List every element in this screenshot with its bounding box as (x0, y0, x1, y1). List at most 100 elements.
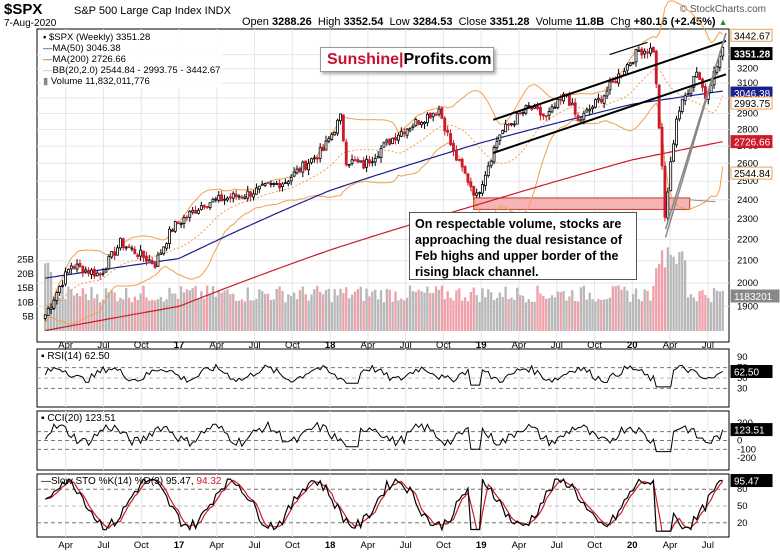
volume-bar (246, 287, 249, 331)
volume-bar (539, 293, 542, 331)
volume-bar (342, 293, 345, 331)
candle-body (269, 183, 273, 185)
volume-bar (623, 286, 626, 331)
volume-bar (156, 299, 160, 331)
volume-bar (272, 299, 275, 331)
volume-bar (93, 298, 96, 331)
volume-bar (574, 301, 577, 331)
volume-tick-label: 15B (17, 283, 34, 294)
candle-body (289, 176, 293, 182)
candle-body (202, 204, 206, 208)
quote-line: Open 3288.26 High 3352.54 Low 3284.53 Cl… (242, 16, 728, 28)
candle-body (249, 191, 253, 197)
volume-bar (469, 291, 473, 331)
annotation-line-1: On respectable volume, stocks are (415, 217, 622, 231)
volume-bar (275, 288, 278, 331)
volume-bar (385, 288, 388, 331)
volume-bar (292, 292, 296, 331)
candle-body (92, 268, 96, 277)
volume-bar (307, 300, 310, 331)
price-tick-label: 3100 (737, 78, 758, 89)
volume-bar (434, 286, 438, 331)
candle-body (611, 80, 615, 83)
sto-tick-label: 50 (737, 501, 748, 512)
volume-bar (324, 290, 328, 331)
candle-body (698, 72, 702, 80)
candle-body (179, 223, 183, 225)
x-tick-label: Jul (400, 340, 412, 351)
price-tick-label: 2200 (737, 234, 758, 245)
volume-bar (640, 301, 643, 331)
volume-bar (362, 300, 365, 331)
volume-bar (646, 291, 649, 331)
candle-body (156, 254, 160, 267)
candle-body (139, 249, 143, 257)
candle-body (541, 113, 545, 117)
volume-bar (683, 260, 687, 331)
volume-bar (295, 299, 299, 331)
volume-bar (165, 299, 168, 331)
candle-body (66, 269, 70, 274)
x-tick-label-bottom: Jul (702, 540, 714, 551)
volume-bar (678, 252, 681, 331)
candle-body (437, 108, 441, 115)
candle-body (52, 299, 56, 309)
volume-bar (449, 297, 452, 331)
candle-body (127, 246, 131, 249)
volume-bar (232, 293, 235, 331)
volume-bar (284, 302, 287, 331)
volume-bar (518, 295, 522, 331)
volume-tick-label: 10B (17, 297, 34, 308)
annotation-line-4: rising black channel. (415, 265, 539, 279)
volume-bar (388, 289, 391, 331)
candle-body (399, 130, 403, 137)
volume-bar (576, 301, 580, 331)
candle-body (515, 113, 519, 125)
volume-bar (327, 288, 331, 331)
candle-body (692, 75, 696, 88)
candle-body (330, 133, 334, 140)
open-value: 3288.26 (271, 16, 312, 28)
volume-bar (423, 292, 426, 331)
candle-body (69, 265, 73, 270)
candle-body (295, 168, 299, 174)
candle-body (191, 209, 195, 213)
candle-body (98, 273, 102, 276)
candle-body (623, 70, 626, 75)
candle-body (130, 247, 134, 250)
volume-bar (240, 299, 244, 331)
candle-body (631, 61, 635, 64)
candle-body (353, 159, 357, 162)
x-tick-label-bottom: Jul (551, 540, 563, 551)
ma200-line (45, 141, 723, 332)
volume-bar (350, 294, 354, 331)
price-tick-label: 2000 (737, 278, 758, 289)
candle-body (663, 165, 667, 218)
x-tick-label-bottom: Apr (58, 540, 73, 551)
candle-body (162, 246, 166, 255)
candle-body (669, 161, 673, 192)
volume-bar (200, 291, 203, 331)
bb-middle-line (44, 68, 724, 316)
x-tick-label-bottom: Apr (209, 540, 224, 551)
candle-body (596, 97, 600, 101)
candle-body (388, 138, 392, 145)
bb-lower-line (44, 102, 724, 325)
volume-bar (258, 289, 261, 331)
volume-bar (710, 302, 713, 331)
candle-body (483, 174, 487, 186)
annotation-line-3: Feb highs and upper border of the (415, 249, 619, 263)
candle-body (188, 211, 192, 218)
candle-body (257, 185, 261, 190)
volume-bar (591, 299, 594, 331)
candle-body (336, 119, 339, 134)
volume-tick-label: 25B (17, 255, 34, 266)
rsi-tick-label: 90 (737, 352, 748, 363)
volume-bar (550, 295, 554, 331)
volume-bar (110, 290, 113, 331)
candle-body (443, 117, 447, 132)
sto-tick-label: 20 (737, 518, 748, 529)
volume-bar (698, 290, 701, 331)
volume-bar (168, 287, 171, 331)
volume-bar (104, 288, 108, 331)
